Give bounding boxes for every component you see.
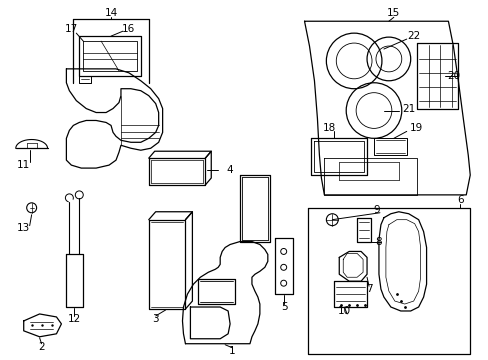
Text: 20: 20 [446,71,459,81]
Text: 4: 4 [226,165,233,175]
Text: 18: 18 [322,123,335,134]
Text: 8: 8 [375,237,382,247]
Text: 2: 2 [38,342,45,352]
Text: 11: 11 [17,160,30,170]
Text: 16: 16 [122,24,135,34]
Text: 13: 13 [17,222,30,233]
Text: 12: 12 [67,314,81,324]
Text: 15: 15 [386,8,400,18]
Text: 5: 5 [281,302,287,312]
Text: 19: 19 [409,123,423,134]
Text: 14: 14 [104,8,118,18]
Text: 6: 6 [456,195,463,205]
Text: 9: 9 [373,205,380,215]
Text: 7: 7 [365,284,371,294]
Text: 10: 10 [337,306,350,316]
Text: 17: 17 [64,24,78,34]
Text: 1: 1 [228,346,235,356]
Text: 21: 21 [401,104,414,113]
Text: 22: 22 [406,31,420,41]
Text: 3: 3 [152,314,159,324]
